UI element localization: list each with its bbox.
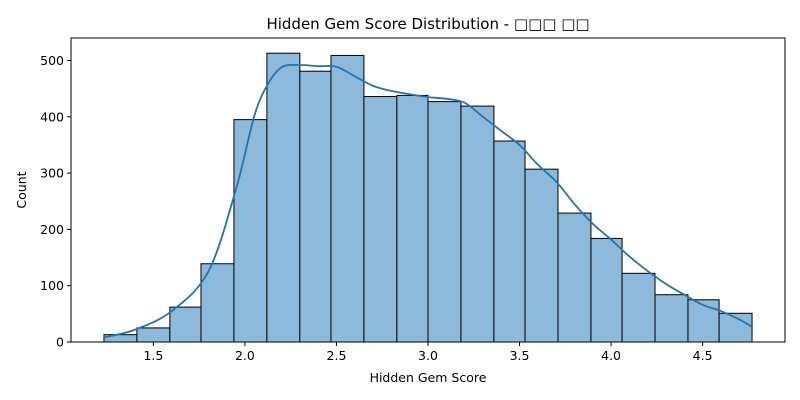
x-tick-label: 3.0 [418, 348, 438, 363]
histogram-bar [687, 299, 720, 343]
histogram-bar [330, 54, 365, 343]
histogram-bar [136, 327, 171, 343]
histogram-bar [299, 70, 332, 343]
x-axis-title: Hidden Gem Score [370, 370, 487, 385]
y-tick-label: 100 [40, 278, 64, 293]
histogram-bar [654, 294, 689, 343]
y-tick-label: 500 [40, 53, 64, 68]
y-axis-title: Count [14, 171, 29, 208]
x-tick-label: 4.5 [693, 348, 713, 363]
x-tick-label: 2.5 [327, 348, 347, 363]
histogram-bar [524, 168, 559, 343]
x-tick-label: 1.5 [143, 348, 163, 363]
y-tick-label: 0 [56, 335, 64, 350]
y-tick-label: 200 [40, 222, 64, 237]
y-axis-ticks: 0 100 200 300 400 500 [40, 53, 71, 350]
y-tick-label: 300 [40, 166, 64, 181]
histogram-bar [266, 52, 301, 343]
histogram-bar [557, 212, 592, 343]
kde-curve [103, 64, 753, 339]
histogram-bar [233, 119, 268, 343]
histogram-bar [396, 94, 429, 343]
histogram-bar [460, 105, 495, 343]
y-tick-label: 400 [40, 109, 64, 124]
histogram-bar [621, 272, 656, 343]
histogram-bar [493, 140, 526, 343]
chart-title: Hidden Gem Score Distribution - □□□ □□ [266, 15, 589, 33]
histogram-bar [427, 101, 462, 343]
histogram-bar [363, 96, 398, 343]
x-tick-label: 4.0 [601, 348, 621, 363]
bars [103, 52, 753, 343]
x-tick-label: 2.0 [235, 348, 255, 363]
x-axis-ticks: 1.5 2.0 2.5 3.0 3.5 4.0 4.5 [143, 342, 713, 363]
histogram-bar [590, 237, 623, 343]
x-tick-label: 3.5 [510, 348, 530, 363]
histogram-bar [169, 306, 202, 343]
